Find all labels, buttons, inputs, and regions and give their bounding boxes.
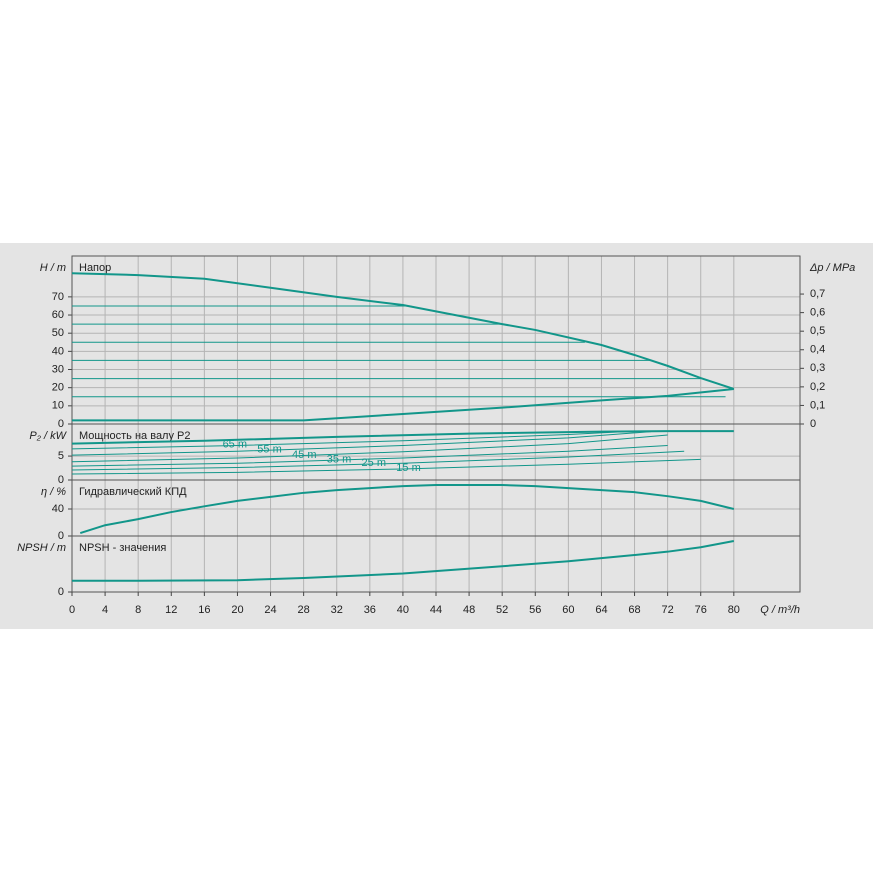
x-tick-label: 44: [430, 604, 442, 616]
x-tick-label: 72: [662, 604, 674, 616]
curve: [71, 445, 668, 467]
x-tick-label: 20: [231, 604, 243, 616]
curve: [72, 540, 735, 582]
x-tick-label: 8: [135, 604, 141, 616]
y2-tick-label: 0,1: [810, 399, 825, 411]
x-tick-label: 12: [165, 604, 177, 616]
y-tick-label: 10: [52, 400, 64, 412]
curve-label: 65 m: [223, 439, 247, 451]
x-tick-label: 28: [298, 604, 310, 616]
x-axis-label: Q / m³/h: [760, 604, 800, 616]
y-axis-label: H / m: [40, 262, 66, 274]
y-tick-label: 5: [58, 450, 64, 462]
x-tick-label: 60: [562, 604, 574, 616]
x-tick-label: 48: [463, 604, 475, 616]
curve: [71, 458, 701, 475]
curve-label: 45 m: [292, 449, 316, 461]
y-tick-label: 50: [52, 327, 64, 339]
y2-tick-label: 0: [810, 418, 816, 430]
curve: [72, 387, 734, 422]
y2-tick-label: 0,7: [810, 288, 825, 300]
x-tick-label: 24: [264, 604, 276, 616]
x-tick-label: 40: [397, 604, 409, 616]
y-tick-label: 20: [52, 382, 64, 394]
x-tick-label: 0: [69, 604, 75, 616]
curve: [71, 434, 668, 463]
curve-label: 15 m: [396, 462, 420, 474]
panel-title: Напор: [79, 262, 111, 274]
curve: [71, 431, 652, 456]
x-tick-label: 56: [529, 604, 541, 616]
y-tick-label: 0: [58, 474, 64, 486]
curve: [71, 430, 734, 445]
y-axis-label: η / %: [41, 486, 66, 498]
y-axis-label: NPSH / m: [17, 542, 66, 554]
y-tick-label: 40: [52, 503, 64, 515]
panel-title: NPSH - значения: [79, 542, 166, 554]
y-axis-label: P₂ / kW: [29, 430, 67, 442]
curve-label: 35 m: [327, 453, 351, 465]
curve: [79, 484, 735, 534]
y2-tick-label: 0,3: [810, 362, 825, 374]
y-tick-label: 0: [58, 418, 64, 430]
curve: [71, 272, 735, 390]
x-tick-label: 80: [728, 604, 740, 616]
curve-label: 25 m: [362, 457, 386, 469]
x-tick-label: 32: [331, 604, 343, 616]
x-tick-label: 68: [628, 604, 640, 616]
x-tick-label: 4: [102, 604, 108, 616]
x-tick-label: 16: [198, 604, 210, 616]
curve: [71, 450, 685, 471]
curve-label: 55 m: [257, 443, 281, 455]
x-tick-label: 76: [695, 604, 707, 616]
panel-title: Мощность на валу P2: [79, 430, 191, 442]
y2-tick-label: 0,6: [810, 307, 825, 319]
y2-tick-label: 0,4: [810, 344, 825, 356]
x-tick-label: 64: [595, 604, 607, 616]
y-tick-label: 0: [58, 530, 64, 542]
x-tick-label: 36: [364, 604, 376, 616]
y2-tick-label: 0,5: [810, 325, 825, 337]
y-tick-label: 30: [52, 363, 64, 375]
x-tick-label: 52: [496, 604, 508, 616]
y-tick-label: 0: [58, 586, 64, 598]
y-tick-label: 60: [52, 309, 64, 321]
panel-title: Гидравлический КПД: [79, 486, 187, 498]
y-tick-label: 70: [52, 291, 64, 303]
y2-tick-label: 0,2: [810, 381, 825, 393]
y-tick-label: 40: [52, 345, 64, 357]
curve: [71, 430, 635, 450]
y2-axis-label: Δp / MPa: [809, 262, 855, 274]
